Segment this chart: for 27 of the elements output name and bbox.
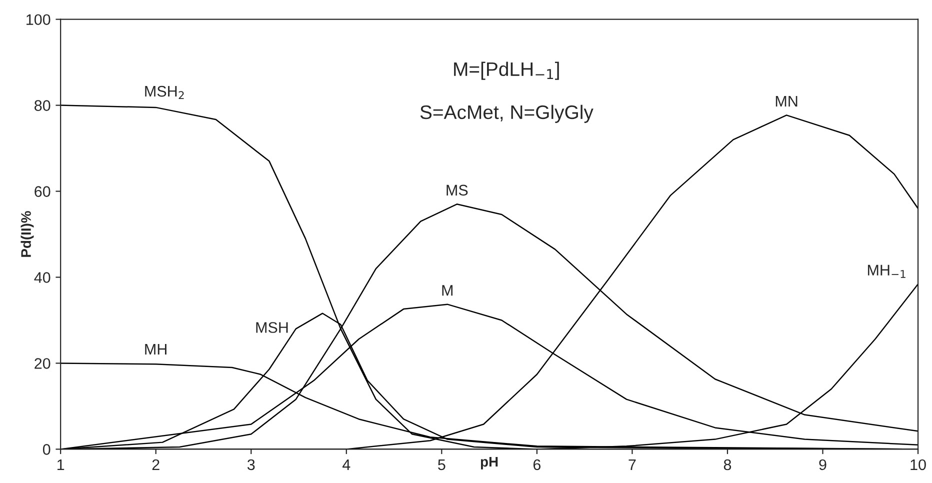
- annotation: M=[PdLH$_{−1}$]: [454, 62, 559, 80]
- series-label: MH: [145, 344, 166, 354]
- y-tick-label: 40: [34, 272, 50, 283]
- y-axis-title: Pd(II)%: [20, 211, 34, 257]
- x-tick-label: 6: [533, 459, 541, 470]
- x-axis-title: pH: [480, 456, 498, 470]
- series-label: MH$_{−1}$: [868, 264, 906, 278]
- x-tick-label: 7: [628, 459, 636, 470]
- series-label: M: [442, 285, 452, 296]
- y-tick-label: 80: [34, 100, 50, 111]
- x-tick-label: 5: [438, 459, 446, 470]
- series-label: MS: [446, 184, 468, 196]
- y-tick-label: 20: [34, 358, 50, 369]
- x-tick-label: 1: [57, 459, 64, 470]
- series-label: MSH: [256, 322, 288, 333]
- x-tick-label: 9: [819, 459, 826, 470]
- series-label: MN: [776, 96, 798, 106]
- x-tick-label: 10: [910, 459, 926, 470]
- y-tick-label: 0: [42, 444, 50, 455]
- x-tick-label: 8: [724, 459, 732, 470]
- y-tick-label: 100: [26, 14, 50, 26]
- x-tick-label: 3: [247, 459, 255, 470]
- x-tick-label: 4: [342, 459, 350, 470]
- y-tick-label: 60: [34, 186, 50, 197]
- x-tick-label: 2: [152, 459, 160, 470]
- series-label: MSH$_{2}$: [145, 86, 184, 100]
- annotation: S=AcMet, N=GlyGly: [420, 104, 594, 123]
